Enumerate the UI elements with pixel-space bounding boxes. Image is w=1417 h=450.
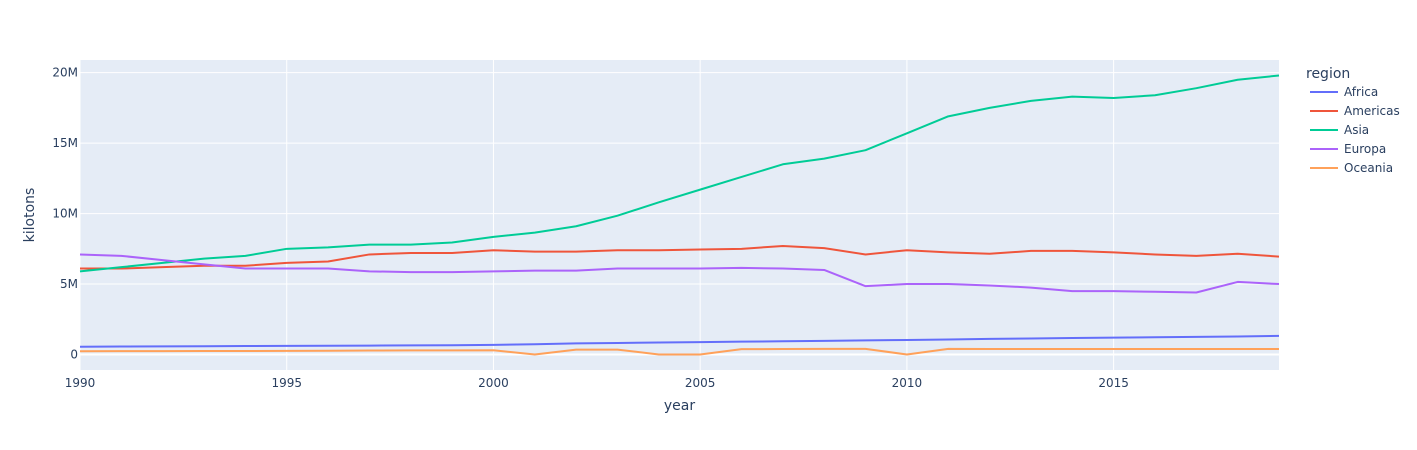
x-tick-label: 1990 <box>65 376 96 390</box>
y-axis-ticks: 0 5M 10M 15M 20M <box>52 66 78 362</box>
y-axis-title: kilotons <box>22 188 38 243</box>
legend-item-africa[interactable]: Africa <box>1310 85 1378 99</box>
legend-label: Europa <box>1344 142 1386 156</box>
x-tick-label: 2015 <box>1098 376 1129 390</box>
x-axis-title: year <box>664 398 695 414</box>
series-line-asia[interactable] <box>79 74 1280 273</box>
y-tick-label: 10M <box>52 207 78 221</box>
legend[interactable]: region Africa Americas Asia Europa Oceania <box>1306 66 1400 175</box>
plot-background <box>80 60 1279 370</box>
series-line-americas[interactable] <box>80 245 1280 270</box>
legend-item-americas[interactable]: Americas <box>1310 104 1400 118</box>
legend-item-asia[interactable]: Asia <box>1310 123 1369 137</box>
legend-title: region <box>1306 66 1350 82</box>
legend-label: Asia <box>1344 123 1369 137</box>
x-axis-ticks: 1990 1995 2000 2005 2010 2015 <box>65 376 1129 390</box>
x-tick-label: 2000 <box>478 376 509 390</box>
series-line-europa[interactable] <box>79 253 1280 294</box>
y-tick-label: 20M <box>52 66 78 80</box>
x-tick-label: 1995 <box>271 376 302 390</box>
series-line-oceania[interactable] <box>79 347 1279 356</box>
y-tick-label: 5M <box>60 277 78 291</box>
x-tick-label: 2005 <box>685 376 716 390</box>
series-lines <box>79 74 1280 356</box>
legend-item-oceania[interactable]: Oceania <box>1310 161 1393 175</box>
legend-label: Oceania <box>1344 161 1393 175</box>
series-line-africa[interactable] <box>79 334 1280 348</box>
legend-label: Africa <box>1344 85 1378 99</box>
x-tick-label: 2010 <box>892 376 923 390</box>
legend-label: Americas <box>1344 104 1400 118</box>
y-tick-label: 0 <box>70 348 78 362</box>
y-tick-label: 15M <box>52 136 78 150</box>
legend-item-europa[interactable]: Europa <box>1310 142 1386 156</box>
